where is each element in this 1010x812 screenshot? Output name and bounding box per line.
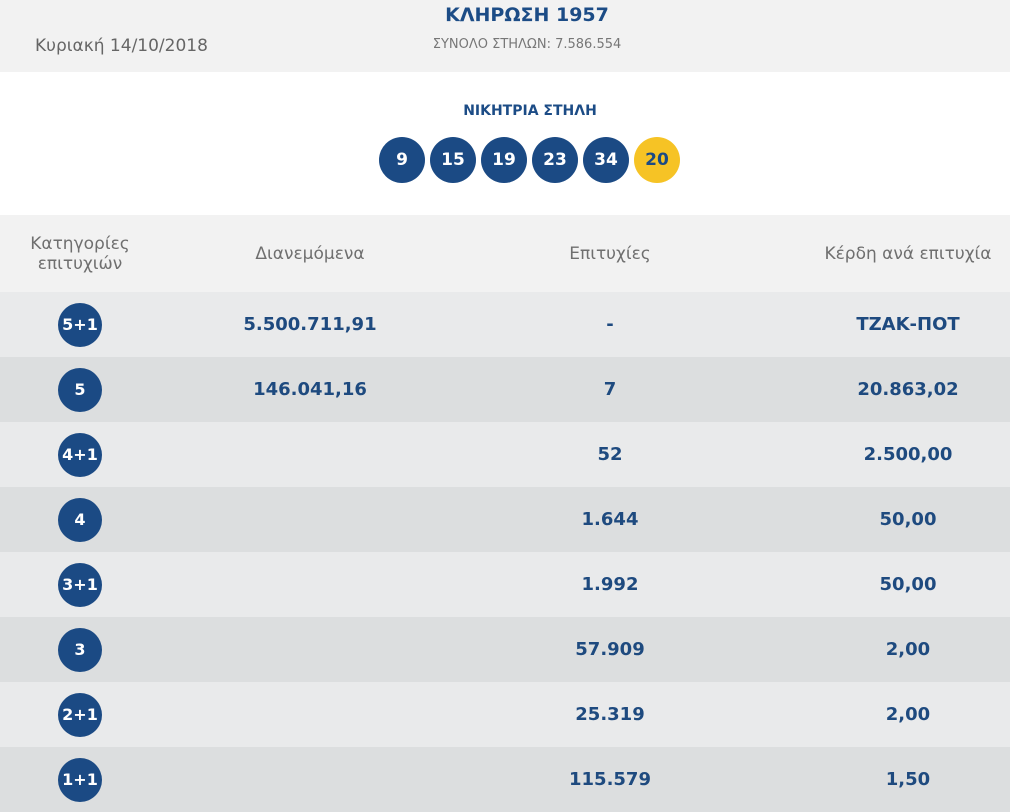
distributed-cell: 5.500.711,91 — [243, 314, 377, 335]
cell: 3+1 — [5, 552, 155, 617]
number-ball: 9 — [379, 137, 425, 183]
winners-cell: 57.909 — [575, 639, 645, 660]
winners-cell: 115.579 — [569, 769, 651, 790]
winners-cell: - — [606, 314, 614, 335]
prize-cell: 50,00 — [879, 574, 937, 595]
cell: 5+1 — [5, 292, 155, 357]
table-row: 3 57.909 2,00 — [0, 617, 1010, 682]
table-row: 3+1 1.992 50,00 — [0, 552, 1010, 617]
winners-cell: 1.644 — [581, 509, 639, 530]
category-ball: 2+1 — [58, 692, 102, 737]
distributed-cell: 146.041,16 — [253, 379, 367, 400]
prize-cell: 2,00 — [885, 704, 931, 725]
cell: 3 — [5, 617, 155, 682]
number-ball: 34 — [583, 137, 629, 183]
column-header: Κέρδη ανά επιτυχία — [824, 243, 992, 264]
bonus-ball: 20 — [634, 137, 680, 183]
prize-cell: 20.863,02 — [857, 379, 959, 400]
draw-date: Κυριακή 14/10/2018 — [35, 36, 208, 56]
table-row: 2+1 25.319 2,00 — [0, 682, 1010, 747]
table-row: 1+1 115.579 1,50 — [0, 747, 1010, 812]
prize-cell: 2.500,00 — [863, 444, 953, 465]
prize-cell: 1,50 — [885, 769, 931, 790]
winners-cell: 25.319 — [575, 704, 645, 725]
column-header: Διανεμόμενα — [255, 243, 365, 264]
winners-cell: 1.992 — [581, 574, 639, 595]
table-row: 5 146.041,16 7 20.863,02 — [0, 357, 1010, 422]
prize-cell: ΤΖΑΚ-ΠΟΤ — [856, 314, 960, 335]
cell: 5 — [5, 357, 155, 422]
header-bar: Κυριακή 14/10/2018 ΚΛΗΡΩΣΗ 1957 ΣΥΝΟΛΟ Σ… — [0, 0, 1010, 72]
column-header: Επιτυχίες — [569, 243, 651, 264]
table-row: 5+1 5.500.711,91 - ΤΖΑΚ-ΠΟΤ — [0, 292, 1010, 357]
prize-cell: 50,00 — [879, 509, 937, 530]
winners-cell: 52 — [597, 444, 623, 465]
number-ball: 23 — [532, 137, 578, 183]
category-ball: 3 — [58, 627, 102, 672]
draw-title: ΚΛΗΡΩΣΗ 1957 — [445, 4, 609, 26]
cell: 4+1 — [5, 422, 155, 487]
number-ball: 19 — [481, 137, 527, 183]
table-row: 4 1.644 50,00 — [0, 487, 1010, 552]
category-ball: 1+1 — [58, 757, 102, 802]
total-columns: ΣΥΝΟΛΟ ΣΤΗΛΩΝ: 7.586.554 — [432, 37, 622, 52]
cell: 2+1 — [5, 682, 155, 747]
category-ball: 4+1 — [58, 432, 102, 477]
prize-cell: 2,00 — [885, 639, 931, 660]
category-ball: 3+1 — [58, 562, 102, 607]
number-ball: 15 — [430, 137, 476, 183]
category-ball: 4 — [58, 497, 102, 542]
winners-cell: 7 — [603, 379, 617, 400]
cell: 4 — [5, 487, 155, 552]
winning-label: ΝΙΚΗΤΡΙΑ ΣΤΗΛΗ — [463, 103, 597, 119]
category-ball: 5+1 — [58, 302, 102, 347]
column-header: Κατηγορίες επιτυχιών — [30, 233, 130, 274]
category-ball: 5 — [58, 367, 102, 412]
table-row: 4+1 52 2.500,00 — [0, 422, 1010, 487]
cell: 1+1 — [5, 747, 155, 812]
table-header: Κατηγορίες επιτυχιών Διανεμόμενα Επιτυχίες… — [0, 215, 1010, 292]
